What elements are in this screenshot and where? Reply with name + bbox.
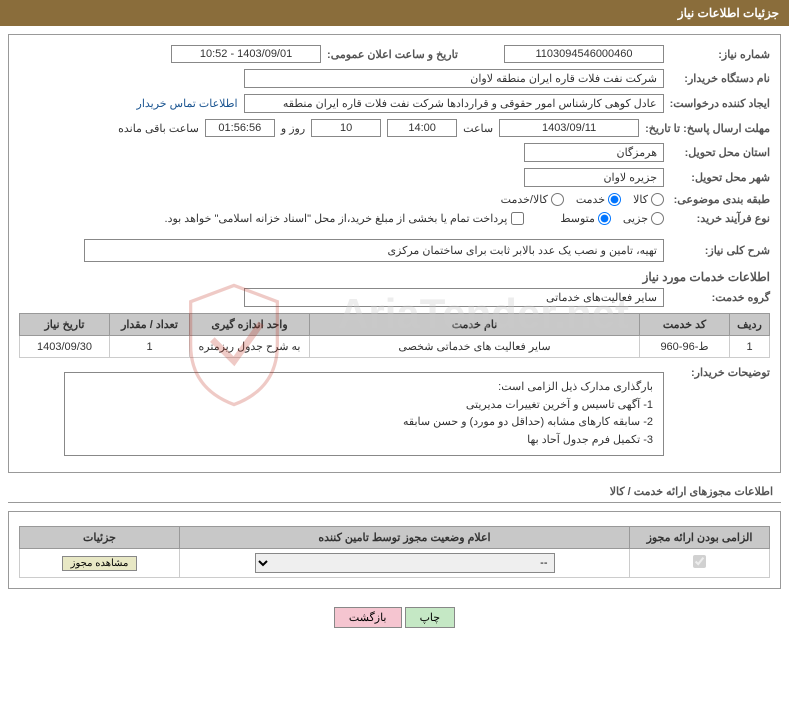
summary-field: تهیه، تامین و نصب یک عدد بالابر ثابت برا… — [84, 239, 664, 262]
cat-service-label: خدمت — [576, 193, 605, 206]
requester-label: ایجاد کننده درخواست: — [670, 97, 770, 110]
th-mandatory: الزامی بودن ارائه مجوز — [630, 527, 770, 549]
purchase-type-radio-group: جزیی متوسط — [560, 212, 664, 225]
cat-goods-radio[interactable] — [651, 193, 664, 206]
time-label: ساعت — [463, 122, 493, 135]
th-row: ردیف — [730, 314, 770, 336]
table-row: 1 ط-96-960 سایر فعالیت های خدماتی شخصی ب… — [20, 336, 770, 358]
category-radio-group: کالا خدمت کالا/خدمت — [501, 193, 664, 206]
th-unit: واحد اندازه گیری — [190, 314, 310, 336]
buyer-org-field: شرکت نفت فلات قاره ایران منطقه لاوان — [244, 69, 664, 88]
th-qty: تعداد / مقدار — [110, 314, 190, 336]
cat-goods-label: کالا — [633, 193, 648, 206]
notes-n1: 1- آگهی تاسیس و آخرین تغییرات مدیریتی — [75, 397, 653, 415]
pt-partial-label: جزیی — [623, 212, 648, 225]
remaining-label: ساعت باقی مانده — [118, 122, 199, 135]
islamic-note-label: پرداخت تمام یا بخشی از مبلغ خرید،از محل … — [165, 212, 508, 225]
cell-unit: به شرح جدول ریزمتره — [190, 336, 310, 358]
pt-partial-radio[interactable] — [651, 212, 664, 225]
islamic-checkbox[interactable] — [511, 212, 524, 225]
cell-row: 1 — [730, 336, 770, 358]
pt-medium-radio[interactable] — [598, 212, 611, 225]
cat-goods-service-radio[interactable] — [551, 193, 564, 206]
cat-goods-service-label: کالا/خدمت — [501, 193, 548, 206]
province-label: استان محل تحویل: — [670, 146, 770, 159]
footer-buttons: چاپ بازگشت — [0, 597, 789, 638]
permits-panel: الزامی بودن ارائه مجوز اعلام وضعیت مجوز … — [8, 511, 781, 589]
city-field: جزیره لاوان — [524, 168, 664, 187]
main-panel: شماره نیاز: 1103094546000460 تاریخ و ساع… — [8, 34, 781, 473]
contact-link[interactable]: اطلاعات تماس خریدار — [137, 97, 238, 110]
mandatory-checkbox — [693, 555, 706, 568]
buyer-notes-label: توضیحات خریدار: — [670, 366, 770, 379]
need-number-field: 1103094546000460 — [504, 45, 664, 63]
permits-table: الزامی بودن ارائه مجوز اعلام وضعیت مجوز … — [19, 526, 770, 578]
deadline-label: مهلت ارسال پاسخ: تا تاریخ: — [645, 122, 770, 135]
city-label: شهر محل تحویل: — [670, 171, 770, 184]
service-group-label: گروه خدمت: — [670, 291, 770, 304]
cat-service-radio[interactable] — [608, 193, 621, 206]
cell-qty: 1 — [110, 336, 190, 358]
purchase-type-label: نوع فرآیند خرید: — [670, 212, 770, 225]
permits-section-header: اطلاعات مجوزهای ارائه خدمت / کالا — [8, 481, 781, 503]
cell-date: 1403/09/30 — [20, 336, 110, 358]
announce-date-field: 1403/09/01 - 10:52 — [171, 45, 321, 63]
th-date: تاریخ نیاز — [20, 314, 110, 336]
cell-name: سایر فعالیت های خدماتی شخصی — [310, 336, 640, 358]
notes-n2: 2- سابقه کارهای مشابه (حداقل دو مورد) و … — [75, 414, 653, 432]
th-name: نام خدمت — [310, 314, 640, 336]
notes-n3: 3- تکمیل فرم جدول آحاد بها — [75, 432, 653, 450]
buyer-notes-box: بارگذاری مدارک ذیل الزامی است: 1- آگهی ت… — [64, 372, 664, 456]
notes-intro: بارگذاری مدارک ذیل الزامی است: — [75, 379, 653, 397]
th-status: اعلام وضعیت مجوز توسط تامین کننده — [180, 527, 630, 549]
view-permit-button[interactable]: مشاهده مجوز — [62, 556, 138, 571]
th-details: جزئیات — [20, 527, 180, 549]
time-remaining-field: 01:56:56 — [205, 119, 275, 137]
services-table: ردیف کد خدمت نام خدمت واحد اندازه گیری ت… — [19, 313, 770, 358]
category-label: طبقه بندی موضوعی: — [670, 193, 770, 206]
days-remaining-field: 10 — [311, 119, 381, 137]
th-code: کد خدمت — [640, 314, 730, 336]
deadline-time-field: 14:00 — [387, 119, 457, 137]
page-header: جزئیات اطلاعات نیاز — [0, 0, 789, 26]
services-info-title: اطلاعات خدمات مورد نیاز — [19, 270, 770, 284]
permits-row: -- مشاهده مجوز — [20, 549, 770, 578]
status-select[interactable]: -- — [255, 553, 555, 573]
page-title: جزئیات اطلاعات نیاز — [678, 6, 779, 20]
back-button[interactable]: بازگشت — [334, 607, 402, 628]
requester-field: عادل کوهی کارشناس امور حقوقی و قراردادها… — [244, 94, 664, 113]
buyer-org-label: نام دستگاه خریدار: — [670, 72, 770, 85]
province-field: هرمزگان — [524, 143, 664, 162]
print-button[interactable]: چاپ — [405, 607, 456, 628]
deadline-date-field: 1403/09/11 — [499, 119, 639, 137]
pt-medium-label: متوسط — [560, 212, 595, 225]
days-and-label: روز و — [281, 122, 305, 135]
announce-date-label: تاریخ و ساعت اعلان عمومی: — [327, 48, 458, 61]
cell-code: ط-96-960 — [640, 336, 730, 358]
need-number-label: شماره نیاز: — [670, 48, 770, 61]
summary-label: شرح کلی نیاز: — [670, 244, 770, 257]
service-group-field: سایر فعالیت‌های خدماتی — [244, 288, 664, 307]
